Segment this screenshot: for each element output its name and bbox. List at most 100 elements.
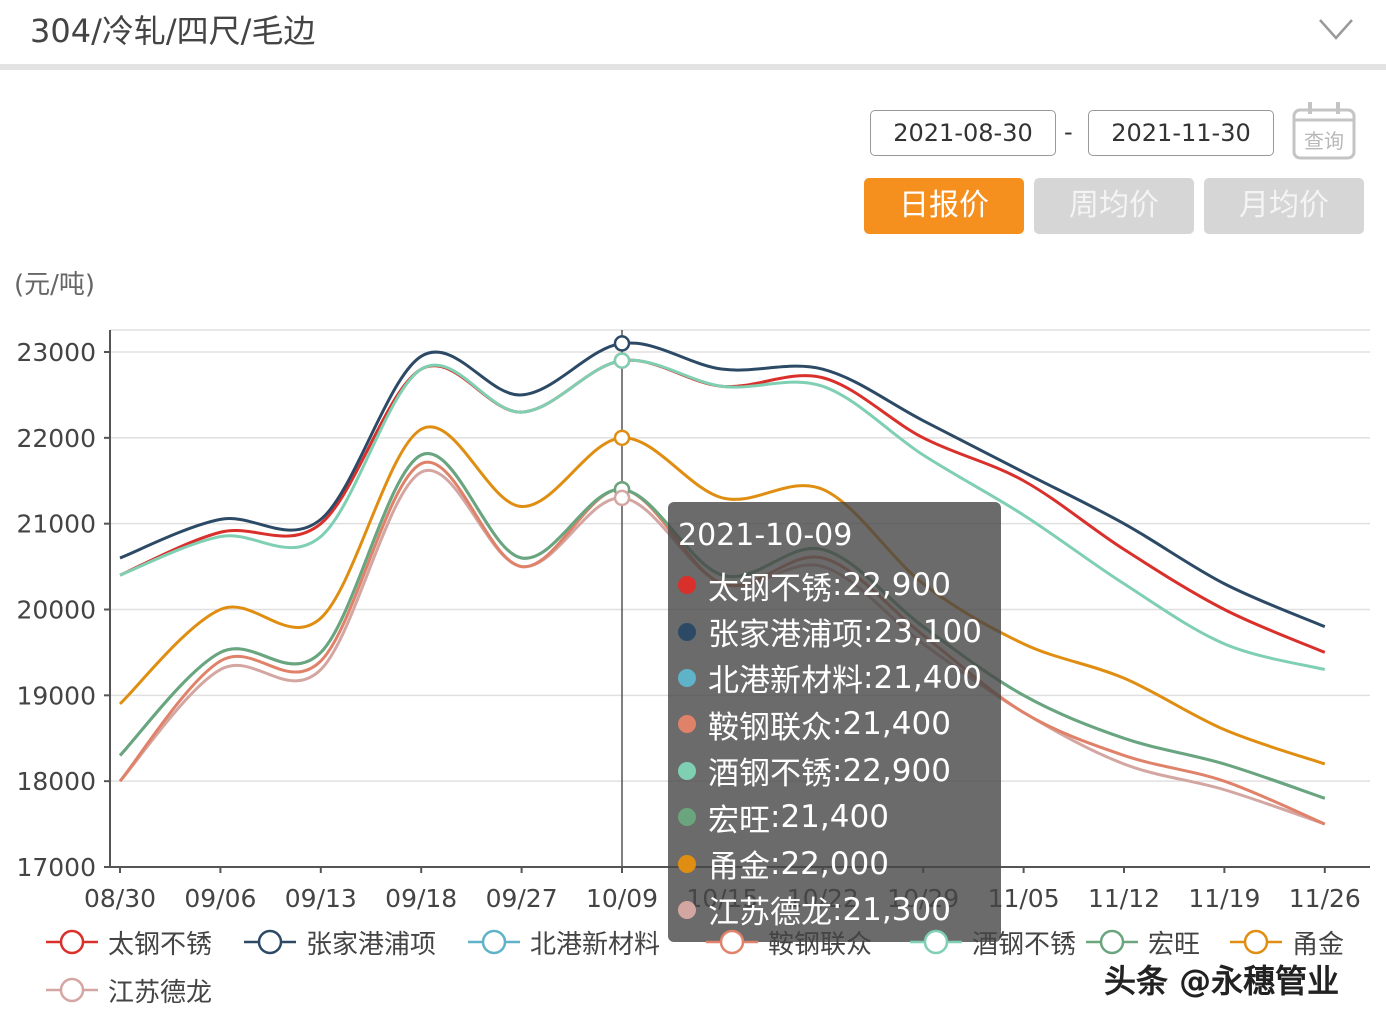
product-title: 304/冷轧/四尺/毛边 bbox=[30, 12, 316, 50]
legend-marker-icon bbox=[1230, 929, 1282, 955]
tooltip-series-name: 宏旺 bbox=[708, 802, 770, 839]
series-line-5 bbox=[119, 358, 1326, 672]
watermark-text: 头条 @永穗管业 bbox=[1104, 962, 1340, 1000]
legend-marker-icon bbox=[46, 929, 98, 955]
y-tick-label: 23000 bbox=[16, 338, 96, 367]
series-color-dot bbox=[678, 668, 696, 687]
hover-markers bbox=[613, 330, 631, 867]
start-date-input[interactable]: 2021-08-30 bbox=[870, 110, 1056, 156]
x-tick-label: 11/19 bbox=[1188, 884, 1260, 913]
series-color-dot bbox=[678, 808, 696, 827]
y-tick-label: 21000 bbox=[16, 510, 96, 539]
legend-item[interactable]: 太钢不锈 bbox=[44, 922, 212, 962]
x-tick-label: 10/09 bbox=[586, 884, 658, 913]
tab-monthly-average[interactable]: 月均价 bbox=[1204, 178, 1364, 234]
tooltip-series-value: 22,900 bbox=[842, 567, 951, 604]
tooltip-series-name: 北港新材料 bbox=[708, 663, 863, 700]
y-tick-label: 17000 bbox=[16, 853, 96, 882]
tooltip-series-value: 21,300 bbox=[842, 891, 951, 928]
query-label: 查询 bbox=[1304, 129, 1344, 153]
query-calendar-icon[interactable]: 查询 bbox=[1290, 100, 1358, 162]
series-color-dot bbox=[678, 715, 696, 734]
x-tick-label: 09/06 bbox=[184, 884, 256, 913]
legend-marker-icon bbox=[910, 929, 962, 955]
hover-point-5 bbox=[613, 352, 631, 369]
end-date-input[interactable]: 2021-11-30 bbox=[1088, 110, 1274, 156]
tooltip-series-value: 23,100 bbox=[873, 613, 982, 650]
tab-weekly-average[interactable]: 周均价 bbox=[1034, 178, 1194, 234]
tooltip-separator: : bbox=[832, 891, 843, 928]
tooltip-row: 酒钢不锈 : 22,900 bbox=[678, 748, 1001, 794]
legend-label: 太钢不锈 bbox=[108, 929, 213, 960]
chevron-down-icon[interactable] bbox=[1316, 8, 1356, 48]
legend-marker-icon bbox=[1086, 929, 1138, 955]
series-line-7 bbox=[118, 425, 1326, 766]
tooltip-rows: 太钢不锈 : 22,900 张家港浦项 : 23,100 北港新材料 : 21,40… bbox=[678, 562, 1001, 933]
series-color-dot bbox=[678, 622, 696, 641]
hover-point-7 bbox=[613, 429, 631, 447]
y-axis-unit-label: (元/吨) bbox=[14, 270, 96, 300]
tooltip-series-name: 张家港浦项 bbox=[708, 617, 863, 654]
tooltip-series-name: 江苏德龙 bbox=[708, 895, 832, 932]
chart-legend: 太钢不锈 张家港浦项 北港新材料 鞍钢联众 酒钢不锈 宏旺 甬金江苏德龙 bbox=[0, 920, 1386, 1020]
legend-label: 甬金 bbox=[1292, 929, 1345, 960]
tooltip-series-value: 21,400 bbox=[873, 659, 982, 696]
tooltip-series-name: 甬金 bbox=[708, 849, 770, 886]
tooltip-series-value: 22,000 bbox=[780, 845, 889, 882]
legend-label: 江苏德龙 bbox=[108, 977, 213, 1008]
tooltip-separator: : bbox=[770, 845, 781, 882]
header-bar[interactable]: 304/冷轧/四尺/毛边 bbox=[0, 0, 1386, 70]
tooltip-series-name: 太钢不锈 bbox=[708, 570, 832, 607]
y-tick-label: 22000 bbox=[16, 424, 96, 453]
series-color-dot bbox=[678, 576, 696, 595]
x-tick-label: 11/26 bbox=[1289, 884, 1361, 913]
tooltip-separator: : bbox=[863, 613, 874, 650]
series-color-dot bbox=[678, 854, 696, 873]
legend-item[interactable]: 北港新材料 bbox=[466, 922, 660, 962]
tooltip-series-value: 21,400 bbox=[842, 706, 951, 743]
tooltip-date: 2021-10-09 bbox=[678, 518, 853, 553]
hover-point-2 bbox=[613, 335, 631, 352]
legend-label: 酒钢不锈 bbox=[972, 929, 1077, 960]
x-tick-label: 11/12 bbox=[1088, 884, 1160, 913]
x-tick-label: 09/13 bbox=[285, 884, 357, 913]
legend-item[interactable]: 江苏德龙 bbox=[44, 970, 212, 1010]
tooltip-row: 太钢不锈 : 22,900 bbox=[678, 562, 1001, 608]
tooltip-row: 鞍钢联众 : 21,400 bbox=[678, 701, 1001, 747]
legend-marker-icon bbox=[244, 929, 296, 955]
legend-item[interactable]: 宏旺 bbox=[1084, 922, 1200, 962]
tooltip-row: 北港新材料 : 21,400 bbox=[678, 655, 1001, 701]
tooltip-row: 江苏德龙 : 21,300 bbox=[678, 887, 1001, 933]
tooltip-series-value: 22,900 bbox=[842, 752, 951, 789]
tooltip-separator: : bbox=[770, 799, 781, 836]
tooltip-separator: : bbox=[863, 659, 874, 696]
tooltip-row: 张家港浦项 : 23,100 bbox=[678, 608, 1001, 654]
legend-label: 北港新材料 bbox=[530, 929, 661, 960]
tooltip-row: 甬金 : 22,000 bbox=[678, 840, 1001, 886]
series-color-dot bbox=[678, 761, 696, 780]
legend-item[interactable]: 张家港浦项 bbox=[242, 922, 436, 962]
x-tick-label: 09/18 bbox=[385, 884, 457, 913]
legend-item[interactable]: 酒钢不锈 bbox=[908, 922, 1076, 962]
legend-label: 宏旺 bbox=[1148, 929, 1201, 960]
legend-label: 张家港浦项 bbox=[306, 929, 437, 960]
legend-label: 鞍钢联众 bbox=[768, 929, 873, 960]
legend-item[interactable]: 甬金 bbox=[1228, 922, 1344, 962]
tooltip-series-value: 21,400 bbox=[780, 799, 889, 836]
tooltip-separator: : bbox=[832, 706, 843, 743]
hover-point-8 bbox=[613, 489, 631, 507]
x-tick-label: 09/27 bbox=[486, 884, 558, 913]
legend-item[interactable]: 鞍钢联众 bbox=[704, 922, 872, 962]
tooltip-series-name: 鞍钢联众 bbox=[708, 709, 832, 746]
y-tick-label: 19000 bbox=[16, 681, 96, 710]
chart-tooltip: 2021-10-09 太钢不锈 : 22,900 张家港浦项 : 23,100 北港… bbox=[668, 502, 1001, 942]
tab-daily-price[interactable]: 日报价 bbox=[864, 178, 1024, 234]
date-separator: - bbox=[1064, 118, 1073, 146]
legend-marker-icon bbox=[706, 929, 758, 955]
x-tick-label: 08/30 bbox=[84, 884, 156, 913]
y-tick-label: 18000 bbox=[16, 767, 96, 796]
series-color-dot bbox=[678, 900, 696, 919]
tooltip-series-name: 酒钢不锈 bbox=[708, 756, 832, 793]
tooltip-separator: : bbox=[832, 752, 843, 789]
series-line-2 bbox=[119, 341, 1326, 629]
